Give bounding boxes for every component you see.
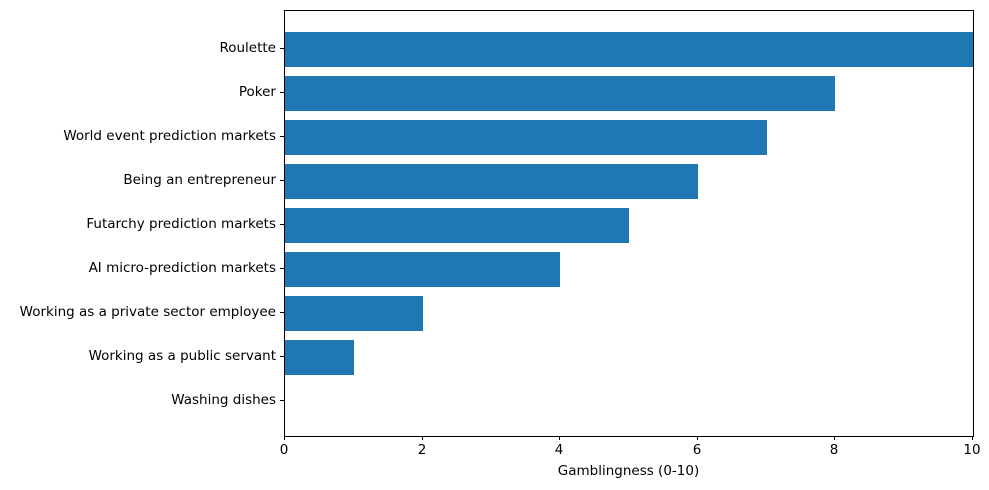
y-tick-mark [280, 356, 284, 357]
x-axis-label: Gamblingness (0-10) [557, 463, 700, 479]
y-tick-mark [280, 180, 284, 181]
y-tick-label: Poker [238, 84, 276, 100]
x-tick-label: 6 [692, 442, 702, 458]
bar [285, 76, 835, 111]
x-tick-label: 8 [829, 442, 839, 458]
bar [285, 252, 560, 287]
x-tick-label: 2 [417, 442, 427, 458]
x-tick-mark [284, 436, 285, 440]
bar [285, 164, 698, 199]
y-tick-mark [280, 92, 284, 93]
y-tick-mark [280, 312, 284, 313]
y-tick-mark [280, 136, 284, 137]
y-tick-label: Being an entrepreneur [123, 172, 276, 188]
y-tick-label: Working as a public servant [88, 348, 276, 364]
bar [285, 340, 354, 375]
y-tick-label: Roulette [219, 40, 276, 56]
x-tick-mark [697, 436, 698, 440]
y-tick-label: AI micro-prediction markets [88, 260, 276, 276]
y-tick-label: Washing dishes [171, 392, 276, 408]
plot-area [284, 10, 974, 437]
y-tick-mark [280, 268, 284, 269]
y-tick-label: Futarchy prediction markets [86, 216, 276, 232]
y-tick-label: World event prediction markets [63, 128, 276, 144]
x-tick-mark [559, 436, 560, 440]
x-tick-label: 10 [963, 442, 981, 458]
y-tick-mark [280, 400, 284, 401]
x-tick-mark [422, 436, 423, 440]
y-tick-mark [280, 224, 284, 225]
x-tick-label: 4 [554, 442, 564, 458]
x-tick-mark [972, 436, 973, 440]
bar [285, 32, 973, 67]
x-tick-label: 0 [279, 442, 289, 458]
bar [285, 120, 767, 155]
bar [285, 296, 423, 331]
bar [285, 208, 629, 243]
x-tick-mark [834, 436, 835, 440]
y-tick-mark [280, 48, 284, 49]
y-tick-label: Working as a private sector employee [19, 304, 276, 320]
